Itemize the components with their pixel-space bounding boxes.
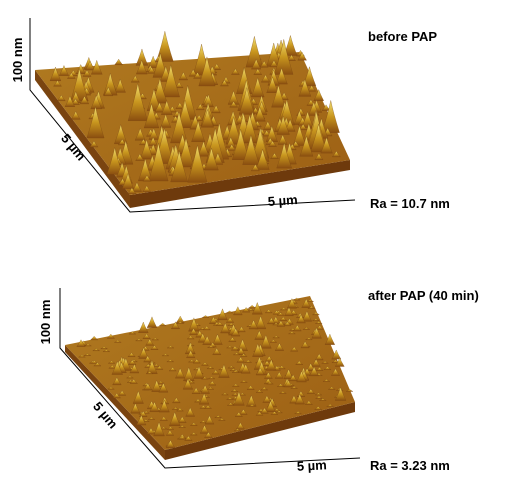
peak [249, 305, 256, 308]
peak [115, 59, 123, 65]
peak [138, 322, 148, 333]
peak [147, 317, 157, 328]
z-axis-label: 100 nm [38, 300, 53, 345]
x-axis-label: 5 µm [296, 457, 327, 474]
peak [246, 36, 263, 67]
panel-title: after PAP (40 min) [368, 288, 479, 303]
figure: 100 nm 5 µm 5 µm before PAP Ra = 10.7 nm… [0, 0, 512, 477]
peak [159, 323, 166, 326]
panel-title: before PAP [368, 29, 437, 44]
x-axis-label: 5 µm [267, 192, 298, 209]
panel-before: 100 nm 5 µm 5 µm before PAP Ra = 10.7 nm [10, 18, 450, 212]
panel-after: 100 nm 5 µm 5 µm after PAP (40 min) Ra =… [38, 288, 479, 474]
roughness: Ra = 3.23 nm [370, 458, 450, 473]
roughness: Ra = 10.7 nm [370, 196, 450, 211]
peak [91, 336, 98, 340]
z-axis-label: 100 nm [10, 38, 25, 83]
